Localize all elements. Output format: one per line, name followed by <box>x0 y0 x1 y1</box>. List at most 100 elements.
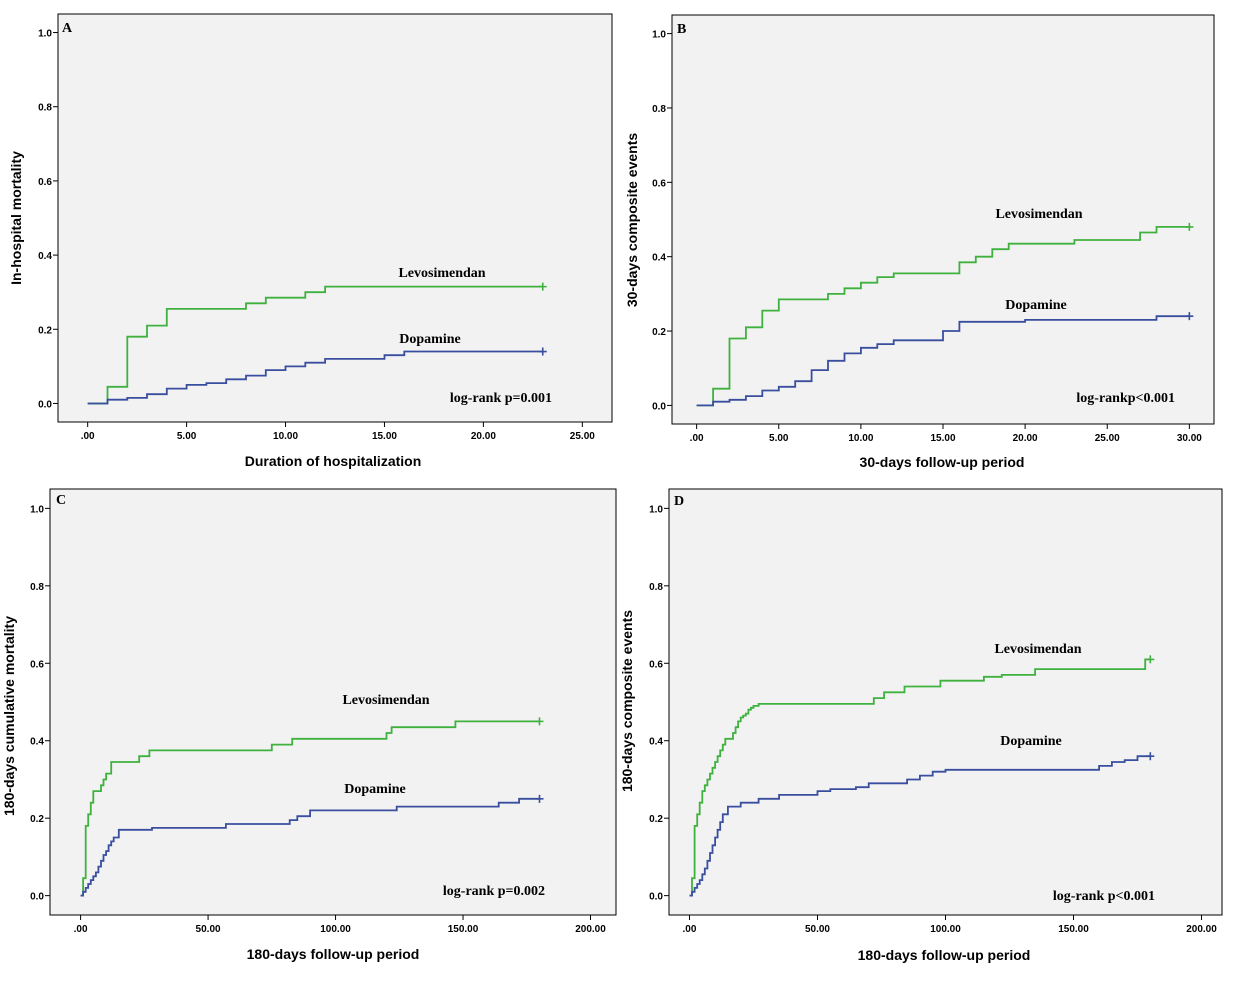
panel-c-label-levosimendan: Levosimendan <box>342 693 429 708</box>
panel-c-x-tick-label: .00 <box>74 924 88 935</box>
panel-d-x-tick-label: 100.00 <box>930 924 961 935</box>
panel-b: B 30-days follow-up period 30-days compo… <box>624 14 1215 470</box>
panel-a-y-tick-label: 0.4 <box>38 251 52 262</box>
panel-a-curves <box>87 282 547 405</box>
panel-c-y-tick-label: 0.4 <box>30 737 44 748</box>
panel-a-x-tick-label: 15.00 <box>372 431 397 442</box>
panel-d: D 180-days follow-up period 180-days com… <box>619 488 1223 963</box>
panel-c-censor-mark-levosimendan <box>535 717 544 726</box>
panel-a-letter: A <box>62 21 73 36</box>
panel-c-x-tick-label: 200.00 <box>575 924 606 935</box>
panel-b-plot-area <box>671 14 1215 425</box>
panel-b-y-axis-title: 30-days composite events <box>624 133 640 308</box>
panel-d-axes: .00 50.00 100.00 150.00 200.00 0.0 0.2 0.4 0.6 0.… <box>649 504 1217 935</box>
panel-c: C 180-days follow-up period 180-days cum… <box>1 488 617 962</box>
panel-c-y-tick-label: 0.6 <box>30 659 44 670</box>
panel-b-label-dopamine: Dopamine <box>1005 298 1066 313</box>
panel-d-letter: D <box>674 494 684 509</box>
panel-b-letter: B <box>677 22 686 37</box>
panel-a-label-dopamine: Dopamine <box>399 332 460 347</box>
panel-b-y-tick-label: 0.0 <box>652 401 666 412</box>
panel-a-censor-mark-dopamine <box>538 347 547 356</box>
panel-b-x-tick-label: 5.00 <box>769 433 789 444</box>
panel-a-log-rank: log-rank p=0.001 <box>450 391 552 406</box>
panel-c-curve-levosimendan <box>80 720 540 897</box>
panel-b-x-tick-label: 15.00 <box>930 433 955 444</box>
panel-b-x-tick-label: 25.00 <box>1095 433 1120 444</box>
panel-d-curve-levosimendan <box>689 658 1151 897</box>
panel-a-axes: .00 5.00 10.00 15.00 20.00 25.00 0.0 0.2 0.4 0.6 0… <box>38 29 595 442</box>
panel-d-y-tick-label: 0.0 <box>649 892 663 903</box>
panel-a: A Duration of hospitalization In-hospita… <box>8 13 613 469</box>
panel-a-label-levosimendan: Levosimendan <box>398 266 485 281</box>
panel-b-censor-mark-levosimendan <box>1185 222 1194 231</box>
panel-d-x-tick-label: 50.00 <box>805 924 830 935</box>
panel-d-x-tick-label: 200.00 <box>1186 924 1217 935</box>
panel-b-y-tick-label: 0.2 <box>652 327 666 338</box>
panel-c-censor-mark-dopamine <box>535 794 544 803</box>
panel-d-curve-dopamine <box>689 755 1151 897</box>
panel-c-y-axis-title: 180-days cumulative mortality <box>1 616 17 816</box>
panel-d-label-dopamine: Dopamine <box>1000 734 1061 749</box>
panel-a-y-tick-label: 1.0 <box>38 29 52 40</box>
panel-c-log-rank: log-rank p=0.002 <box>443 884 545 899</box>
panel-c-x-tick-label: 150.00 <box>448 924 479 935</box>
panel-a-y-tick-label: 0.6 <box>38 177 52 188</box>
panel-d-curves <box>689 655 1155 897</box>
panel-d-x-tick-label: .00 <box>683 924 697 935</box>
panel-d-y-axis-title: 180-days composite events <box>619 610 635 792</box>
panel-c-axes: .00 50.00 100.00 150.00 200.00 0.0 0.2 0.4 0.6 0.… <box>30 504 606 935</box>
panel-a-y-tick-label: 0.0 <box>38 399 52 410</box>
panel-b-curves <box>696 222 1194 407</box>
panel-c-y-tick-label: 0.2 <box>30 814 44 825</box>
panel-a-x-tick-label: .00 <box>81 431 95 442</box>
panel-a-x-axis-title: Duration of hospitalization <box>245 453 422 469</box>
panel-d-log-rank: log-rank p<0.001 <box>1053 889 1155 904</box>
panel-b-y-tick-label: 0.6 <box>652 178 666 189</box>
panel-b-censor-mark-dopamine <box>1185 312 1194 321</box>
panel-b-x-axis-title: 30-days follow-up period <box>860 454 1025 470</box>
panel-a-y-tick-label: 0.8 <box>38 103 52 114</box>
panel-b-y-tick-label: 1.0 <box>652 30 666 41</box>
panel-b-x-tick-label: 20.00 <box>1013 433 1038 444</box>
panel-d-x-axis-title: 180-days follow-up period <box>858 947 1031 963</box>
panel-c-label-dopamine: Dopamine <box>344 782 405 797</box>
panel-c-y-tick-label: 0.8 <box>30 582 44 593</box>
panel-d-y-tick-label: 0.6 <box>649 659 663 670</box>
panel-b-x-tick-label: 10.00 <box>848 433 873 444</box>
panel-d-x-tick-label: 150.00 <box>1058 924 1089 935</box>
panel-d-censor-mark-levosimendan <box>1146 655 1155 664</box>
panel-c-curve-dopamine <box>80 797 540 897</box>
panel-d-plot-area <box>668 488 1223 916</box>
panel-c-y-tick-label: 1.0 <box>30 504 44 515</box>
panel-a-curve-dopamine <box>87 350 543 405</box>
panel-b-curve-dopamine <box>696 315 1190 407</box>
panel-a-curve-levosimendan <box>87 285 543 405</box>
panel-d-y-tick-label: 0.8 <box>649 582 663 593</box>
panel-d-y-tick-label: 1.0 <box>649 504 663 515</box>
panel-c-y-tick-label: 0.0 <box>30 892 44 903</box>
panel-b-axes: .00 5.00 10.00 15.00 20.00 25.00 30.00 0.0 0.2 0.… <box>652 30 1202 444</box>
panel-b-log-rank: log-rankp<0.001 <box>1076 391 1175 406</box>
panel-a-x-tick-label: 25.00 <box>570 431 595 442</box>
panel-b-y-tick-label: 0.8 <box>652 104 666 115</box>
panel-b-x-tick-label: .00 <box>690 433 704 444</box>
panel-a-x-tick-label: 20.00 <box>471 431 496 442</box>
panel-b-y-tick-label: 0.4 <box>652 253 666 264</box>
panel-b-x-tick-label: 30.00 <box>1177 433 1202 444</box>
panel-c-curves <box>80 717 544 897</box>
panel-a-y-axis-title: In-hospital mortality <box>8 151 24 285</box>
panel-a-x-tick-label: 10.00 <box>273 431 298 442</box>
panel-c-x-axis-title: 180-days follow-up period <box>247 946 420 962</box>
panel-a-censor-mark-levosimendan <box>538 282 547 291</box>
panel-d-y-tick-label: 0.4 <box>649 737 663 748</box>
panel-d-censor-mark-dopamine <box>1146 752 1155 761</box>
panel-a-plot-area <box>57 13 613 423</box>
panel-c-letter: C <box>56 493 66 508</box>
panel-c-x-tick-label: 100.00 <box>320 924 351 935</box>
panel-d-label-levosimendan: Levosimendan <box>994 642 1081 657</box>
panel-a-x-tick-label: 5.00 <box>177 431 197 442</box>
panel-b-label-levosimendan: Levosimendan <box>995 207 1082 222</box>
panel-c-plot-area <box>49 488 617 916</box>
